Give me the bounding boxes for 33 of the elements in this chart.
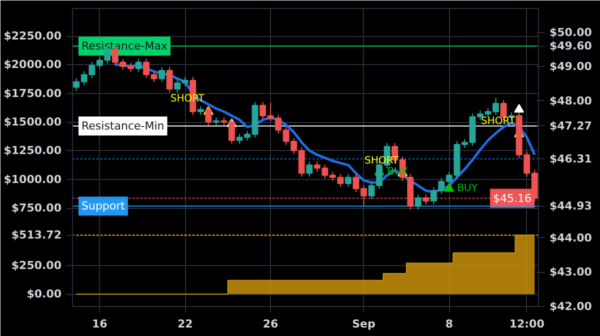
y-tick-label: $1000.00 — [4, 172, 62, 186]
y-tick-label: $2250.00 — [4, 30, 62, 43]
x-tick-label: 12:00 — [509, 318, 545, 330]
ref-line-label: Resistance-Min — [82, 119, 164, 132]
y-tick-label: $750.00 — [11, 202, 62, 215]
y-tick-label: $250.00 — [11, 258, 62, 272]
y2-tick-label: $46.31 — [550, 152, 592, 166]
series-label: SHORT — [481, 116, 516, 128]
y2-tick-label: $44.93 — [550, 200, 592, 213]
x-tick-label: 26 — [262, 318, 279, 330]
y-tick-label: $1250.00 — [4, 144, 62, 158]
series-label: BUY — [387, 166, 408, 178]
x-tick-label: 22 — [177, 318, 193, 330]
x-tick-label: 16 — [92, 318, 108, 330]
y2-tick-label: $49.60 — [550, 40, 592, 53]
y2-tick-label: $50.00 — [550, 26, 592, 39]
y2-tick-label: $49.00 — [550, 60, 592, 74]
y2-tick-label: $48.00 — [550, 94, 592, 108]
y-tick-label: $1500.00 — [4, 116, 62, 129]
y2-tick-label: $43.00 — [550, 266, 592, 279]
y-tick-label: $1750.00 — [4, 86, 62, 100]
y2-tick-label: $44.00 — [550, 231, 592, 244]
y-tick-label: $513.72 — [11, 228, 62, 242]
y2-tick-label: $42.00 — [550, 300, 592, 313]
ref-line-label: Support — [82, 200, 126, 213]
x-tick-label: 8 — [445, 318, 454, 330]
ref-line-label: $45.16 — [493, 192, 532, 205]
ref-line-label: Resistance-Max — [82, 40, 168, 53]
text: BUY — [457, 183, 478, 194]
y-tick-label: $0.00 — [26, 288, 62, 301]
x-tick-label: Sep — [352, 318, 376, 330]
y2-tick-label: $47.27 — [550, 119, 592, 132]
y-tick-label: $2000.00 — [4, 58, 62, 72]
